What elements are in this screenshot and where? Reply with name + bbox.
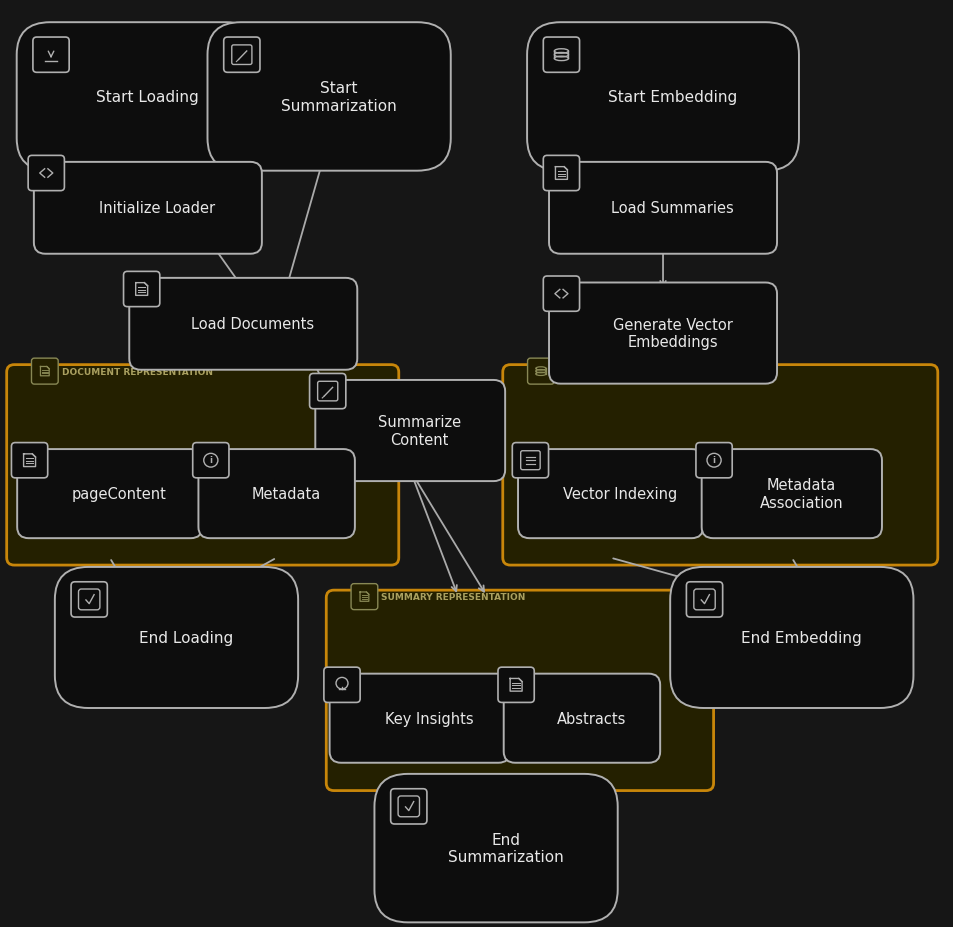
FancyBboxPatch shape (669, 567, 912, 708)
Text: Start Loading: Start Loading (96, 90, 199, 105)
Text: Load Summaries: Load Summaries (611, 201, 733, 216)
FancyBboxPatch shape (685, 582, 721, 617)
FancyBboxPatch shape (207, 23, 450, 171)
FancyBboxPatch shape (71, 582, 107, 617)
Text: Start Embedding: Start Embedding (607, 90, 737, 105)
Text: Key Insights: Key Insights (385, 711, 473, 726)
FancyBboxPatch shape (326, 590, 713, 791)
Text: STORE IN VECTOR DATABASE: STORE IN VECTOR DATABASE (558, 367, 704, 376)
FancyBboxPatch shape (502, 365, 937, 565)
FancyBboxPatch shape (497, 667, 534, 703)
Text: Summarize
Content: Summarize Content (377, 415, 461, 447)
FancyBboxPatch shape (527, 359, 554, 385)
FancyBboxPatch shape (223, 38, 259, 73)
FancyBboxPatch shape (548, 283, 776, 384)
Text: DOCUMENT REPRESENTATION: DOCUMENT REPRESENTATION (62, 367, 213, 376)
FancyBboxPatch shape (32, 38, 69, 73)
FancyBboxPatch shape (17, 23, 259, 171)
FancyBboxPatch shape (329, 674, 509, 763)
FancyBboxPatch shape (542, 276, 578, 311)
FancyBboxPatch shape (323, 667, 359, 703)
Text: Generate Vector
Embeddings: Generate Vector Embeddings (612, 318, 732, 349)
FancyBboxPatch shape (542, 38, 578, 73)
Text: Initialize Loader: Initialize Loader (99, 201, 215, 216)
FancyBboxPatch shape (700, 450, 881, 539)
Text: i: i (712, 456, 715, 464)
Text: Start
Summarization: Start Summarization (280, 82, 396, 113)
FancyBboxPatch shape (391, 789, 426, 824)
FancyBboxPatch shape (7, 365, 398, 565)
Text: Metadata
Association: Metadata Association (759, 478, 842, 510)
Text: End
Summarization: End Summarization (447, 832, 563, 864)
FancyBboxPatch shape (193, 443, 229, 478)
FancyBboxPatch shape (526, 23, 798, 171)
FancyBboxPatch shape (130, 278, 356, 370)
FancyBboxPatch shape (31, 359, 58, 385)
FancyBboxPatch shape (29, 156, 65, 191)
Text: i: i (209, 456, 213, 464)
Text: Vector Indexing: Vector Indexing (562, 487, 677, 502)
FancyBboxPatch shape (11, 443, 48, 478)
FancyBboxPatch shape (34, 162, 261, 254)
FancyBboxPatch shape (309, 374, 345, 410)
Text: End Embedding: End Embedding (740, 630, 861, 645)
FancyBboxPatch shape (17, 450, 202, 539)
FancyBboxPatch shape (512, 443, 548, 478)
FancyBboxPatch shape (124, 272, 159, 307)
FancyBboxPatch shape (55, 567, 297, 708)
Text: Abstracts: Abstracts (557, 711, 625, 726)
FancyBboxPatch shape (198, 450, 355, 539)
FancyBboxPatch shape (695, 443, 731, 478)
FancyBboxPatch shape (314, 380, 505, 481)
FancyBboxPatch shape (548, 162, 776, 254)
FancyBboxPatch shape (351, 584, 377, 610)
FancyBboxPatch shape (517, 450, 702, 539)
FancyBboxPatch shape (503, 674, 659, 763)
FancyBboxPatch shape (374, 774, 618, 922)
Text: End Loading: End Loading (139, 630, 233, 645)
FancyBboxPatch shape (542, 156, 578, 191)
Text: Metadata: Metadata (252, 487, 320, 502)
Text: Load Documents: Load Documents (191, 317, 314, 332)
Text: SUMMARY REPRESENTATION: SUMMARY REPRESENTATION (381, 592, 525, 602)
Text: pageContent: pageContent (71, 487, 167, 502)
